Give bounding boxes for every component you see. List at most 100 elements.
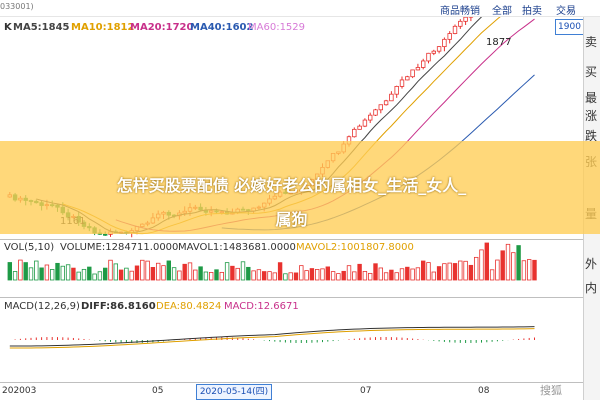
time-axis-divider: [0, 382, 583, 383]
right-col-item-1[interactable]: 买: [585, 65, 598, 79]
candle-body: [357, 125, 362, 130]
macd-legend-dea: DEA:80.4824: [156, 301, 222, 312]
candle-body: [362, 119, 368, 127]
volume-bar: [267, 271, 272, 281]
volume-bar: [452, 263, 458, 281]
volume-bar: [23, 262, 28, 281]
volume-bar: [410, 268, 415, 281]
volume-bar: [103, 267, 108, 281]
volume-bar: [352, 271, 357, 281]
right-col-item-0[interactable]: 卖: [585, 35, 598, 49]
volume-bar: [161, 265, 166, 281]
volume-bar: [182, 263, 187, 281]
volume-bar: [277, 262, 283, 281]
volume-bar: [240, 261, 246, 281]
sohu-watermark: 搜狐: [540, 384, 562, 397]
top-link-2[interactable]: 拍卖: [522, 6, 542, 17]
candle-body: [373, 109, 378, 116]
volume-bar: [463, 260, 468, 281]
ma5-label: MA5:1845: [13, 22, 70, 33]
candle-body: [463, 17, 468, 22]
volume-bar: [283, 273, 288, 281]
candle-body: [447, 33, 452, 40]
volume-bar: [389, 269, 394, 281]
volume-bar: [458, 260, 463, 281]
volume-bar: [150, 267, 156, 281]
right-col-item-4[interactable]: 跌: [585, 129, 598, 143]
banner-title-line1: 怎样买股票配债 必嫁好老公的属相女_生活_女人_: [116, 176, 467, 195]
volume-bar: [171, 267, 177, 281]
banner-title-line2: 属狗: [275, 210, 308, 229]
candle-body: [378, 104, 383, 111]
macd-legend-macd: MACD:12.6671: [224, 301, 299, 312]
volume-bar: [293, 272, 299, 281]
volume-bar: [362, 271, 368, 281]
right-col-item-3[interactable]: 涨: [585, 109, 598, 123]
right-col-item-2[interactable]: 最: [585, 91, 598, 105]
top-toolbar: [0, 0, 600, 17]
volume-bar: [272, 272, 277, 281]
volume-bar: [50, 269, 55, 281]
top-link-3[interactable]: 交易: [556, 6, 576, 17]
volume-bar: [224, 262, 230, 281]
volume-bar: [405, 266, 410, 281]
candle-body: [431, 50, 436, 54]
candle-body: [442, 38, 447, 48]
volume-bar: [187, 262, 193, 281]
volume-bar: [330, 271, 336, 281]
dea-line: [9, 328, 535, 349]
candle-body: [420, 60, 426, 68]
candle-body: [436, 46, 442, 52]
volume-bar: [92, 273, 97, 281]
ad-banner-overlay[interactable]: [0, 141, 600, 234]
volume-bar: [299, 265, 304, 281]
volume-bar: [309, 268, 315, 281]
volume-bar: [442, 263, 447, 281]
vol-legend-mavol1: MAVOL1:1483681.0000: [178, 242, 296, 253]
candle-body: [367, 114, 373, 121]
candle-body: [405, 76, 410, 81]
volume-bar: [314, 269, 320, 281]
volume-bar: [489, 269, 495, 281]
volume-bar: [394, 272, 399, 281]
volume-bar: [415, 267, 421, 281]
diff-line: [9, 326, 535, 347]
volume-bar: [484, 242, 489, 281]
volume-bar: [129, 270, 134, 281]
volume-bar: [140, 259, 145, 281]
volume-bar: [124, 267, 129, 281]
candle-body: [103, 233, 108, 236]
x-label-202003: 202003: [2, 386, 37, 396]
volume-bar: [214, 269, 219, 281]
ma40-label: MA40:1602: [190, 22, 254, 33]
volume-bar: [113, 263, 118, 281]
top-link-0[interactable]: 商品畅销: [440, 6, 480, 17]
volume-bar: [193, 269, 198, 281]
volume-bar: [373, 263, 378, 281]
volume-bar: [44, 264, 50, 281]
volume-bar: [341, 270, 346, 281]
volume-bar: [532, 259, 537, 281]
x-label-07: 07: [360, 386, 372, 396]
volume-bar: [145, 260, 150, 281]
top-link-1[interactable]: 全部: [492, 6, 512, 17]
volume-bar: [261, 271, 267, 281]
volume-bar: [479, 249, 484, 281]
candle-body: [410, 69, 415, 78]
volume-bar: [511, 252, 516, 281]
volume-bar: [256, 269, 262, 281]
right-col-item-7[interactable]: 外: [585, 257, 598, 271]
ma20-label: MA20:1720: [130, 22, 194, 33]
ma10-label: MA10:1812: [71, 22, 135, 33]
volume-bar: [198, 266, 203, 281]
volume-bar: [134, 265, 140, 281]
volume-bar: [500, 250, 505, 281]
volume-bar: [71, 267, 76, 281]
macd-legend-diff: DIFF:86.8160: [81, 301, 156, 312]
candle-body: [394, 86, 399, 95]
volume-bar: [118, 269, 124, 281]
volume-bar: [60, 265, 65, 281]
volume-bar: [81, 268, 87, 281]
right-col-item-8[interactable]: 内: [585, 281, 598, 295]
volume-bar: [426, 262, 431, 281]
